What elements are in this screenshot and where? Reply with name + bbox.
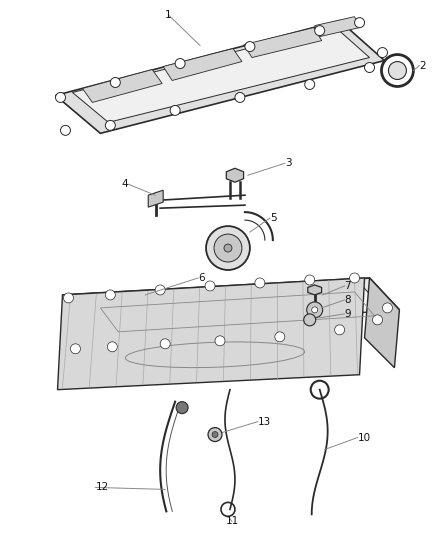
Circle shape bbox=[307, 302, 323, 318]
Polygon shape bbox=[163, 49, 242, 80]
Circle shape bbox=[355, 18, 364, 28]
Circle shape bbox=[304, 314, 316, 326]
Polygon shape bbox=[226, 168, 244, 182]
Circle shape bbox=[212, 432, 218, 438]
Circle shape bbox=[170, 106, 180, 116]
Text: 13: 13 bbox=[258, 417, 271, 426]
Circle shape bbox=[110, 77, 120, 87]
Circle shape bbox=[382, 303, 392, 313]
Circle shape bbox=[245, 42, 255, 52]
Circle shape bbox=[312, 307, 318, 313]
Text: 6: 6 bbox=[198, 273, 205, 283]
Text: 7: 7 bbox=[345, 281, 351, 291]
Circle shape bbox=[372, 315, 382, 325]
Circle shape bbox=[206, 226, 250, 270]
Polygon shape bbox=[308, 285, 321, 295]
Polygon shape bbox=[148, 190, 163, 207]
Circle shape bbox=[350, 273, 360, 283]
Text: 1: 1 bbox=[165, 10, 171, 20]
Circle shape bbox=[175, 59, 185, 69]
Polygon shape bbox=[57, 278, 364, 390]
Circle shape bbox=[215, 336, 225, 346]
Circle shape bbox=[389, 61, 406, 79]
Circle shape bbox=[335, 325, 345, 335]
Text: 10: 10 bbox=[357, 433, 371, 442]
Circle shape bbox=[160, 339, 170, 349]
Polygon shape bbox=[72, 27, 370, 123]
Circle shape bbox=[364, 62, 374, 72]
Text: 8: 8 bbox=[345, 295, 351, 305]
Text: 5: 5 bbox=[270, 213, 276, 223]
Circle shape bbox=[64, 293, 74, 303]
Text: 3: 3 bbox=[285, 158, 291, 168]
Polygon shape bbox=[82, 69, 162, 102]
Text: 12: 12 bbox=[95, 482, 109, 492]
Circle shape bbox=[305, 275, 314, 285]
Circle shape bbox=[378, 47, 388, 58]
Polygon shape bbox=[56, 21, 385, 133]
Circle shape bbox=[275, 332, 285, 342]
Polygon shape bbox=[63, 278, 399, 330]
Text: 9: 9 bbox=[345, 309, 351, 319]
Circle shape bbox=[214, 234, 242, 262]
Text: 2: 2 bbox=[419, 61, 426, 70]
Circle shape bbox=[106, 120, 115, 131]
Circle shape bbox=[224, 244, 232, 252]
Circle shape bbox=[56, 92, 66, 102]
Circle shape bbox=[60, 125, 71, 135]
Text: 11: 11 bbox=[225, 516, 239, 526]
Polygon shape bbox=[314, 17, 360, 37]
Circle shape bbox=[205, 281, 215, 291]
Circle shape bbox=[107, 342, 117, 352]
Circle shape bbox=[255, 278, 265, 288]
Circle shape bbox=[235, 92, 245, 102]
Polygon shape bbox=[85, 285, 385, 328]
Circle shape bbox=[106, 290, 115, 300]
Circle shape bbox=[155, 285, 165, 295]
Text: 4: 4 bbox=[122, 179, 128, 189]
Circle shape bbox=[314, 26, 325, 36]
Circle shape bbox=[71, 344, 81, 354]
Circle shape bbox=[176, 402, 188, 414]
Polygon shape bbox=[244, 28, 321, 58]
Polygon shape bbox=[364, 278, 399, 368]
Circle shape bbox=[305, 79, 314, 90]
Circle shape bbox=[208, 427, 222, 441]
